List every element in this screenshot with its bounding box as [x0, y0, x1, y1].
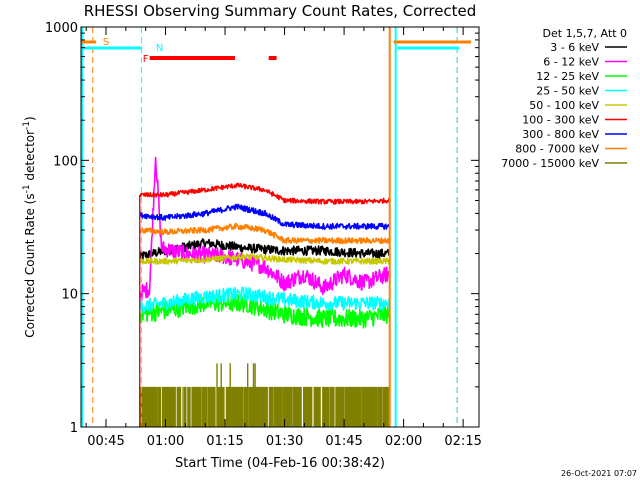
legend-label: 25 - 50 keV: [536, 85, 599, 98]
flag-label-n: N: [156, 43, 163, 54]
y-tick-label: 1000: [45, 21, 78, 36]
legend-label: 800 - 7000 keV: [515, 143, 599, 156]
legend-label: 3 - 6 keV: [550, 41, 599, 54]
x-axis-label: Start Time (04-Feb-16 00:38:42): [175, 456, 385, 471]
y-tick-label: 10: [61, 288, 78, 303]
x-tick-label: 01:30: [266, 434, 303, 449]
x-tick-label: 01:15: [206, 434, 243, 449]
flag-label-f: F: [143, 54, 149, 65]
legend-label: 12 - 25 keV: [536, 70, 599, 83]
legend-label: 6 - 12 keV: [543, 56, 599, 69]
plot-data-layer: [138, 156, 391, 427]
x-tick-label: 02:00: [385, 434, 422, 449]
legend-label: 300 - 800 keV: [522, 128, 599, 141]
y-tick-label: 100: [53, 154, 78, 169]
x-tick-label: 00:45: [87, 434, 124, 449]
legend-label: 100 - 300 keV: [522, 114, 599, 127]
legend-label: 7000 - 15000 keV: [501, 157, 599, 170]
x-tick-label: 02:15: [444, 434, 481, 449]
legend-header: Det 1,5,7, Att 0: [543, 27, 627, 40]
overlay-layer: S NF: [81, 27, 472, 427]
flag-label-s: S: [103, 37, 109, 48]
legend-label: 50 - 100 keV: [529, 99, 599, 112]
x-tick-label: 01:45: [325, 434, 362, 449]
footer-timestamp: 26-Oct-2021 07:07: [561, 469, 637, 478]
series-50-100-kev: [139, 253, 390, 265]
series-300-800-kev: [139, 203, 391, 230]
y-tick-label: 1: [70, 421, 78, 436]
series-25-50-kev: [138, 286, 391, 314]
axes-layer: 1 10 100 1000 00:45 01:00 01:15 01:30 01:45 02:00…: [45, 21, 482, 449]
series-800-7000-kev: [138, 222, 391, 245]
chart-title: RHESSI Observing Summary Count Rates, Co…: [84, 2, 477, 20]
plot-frame: [80, 26, 480, 428]
x-tick-label: 01:00: [147, 434, 184, 449]
series-100-300-kev: [139, 182, 391, 205]
series-6-12-kev: [138, 156, 391, 301]
y-axis-label: Corrected Count Rate (s-1 detector-1): [22, 116, 37, 337]
